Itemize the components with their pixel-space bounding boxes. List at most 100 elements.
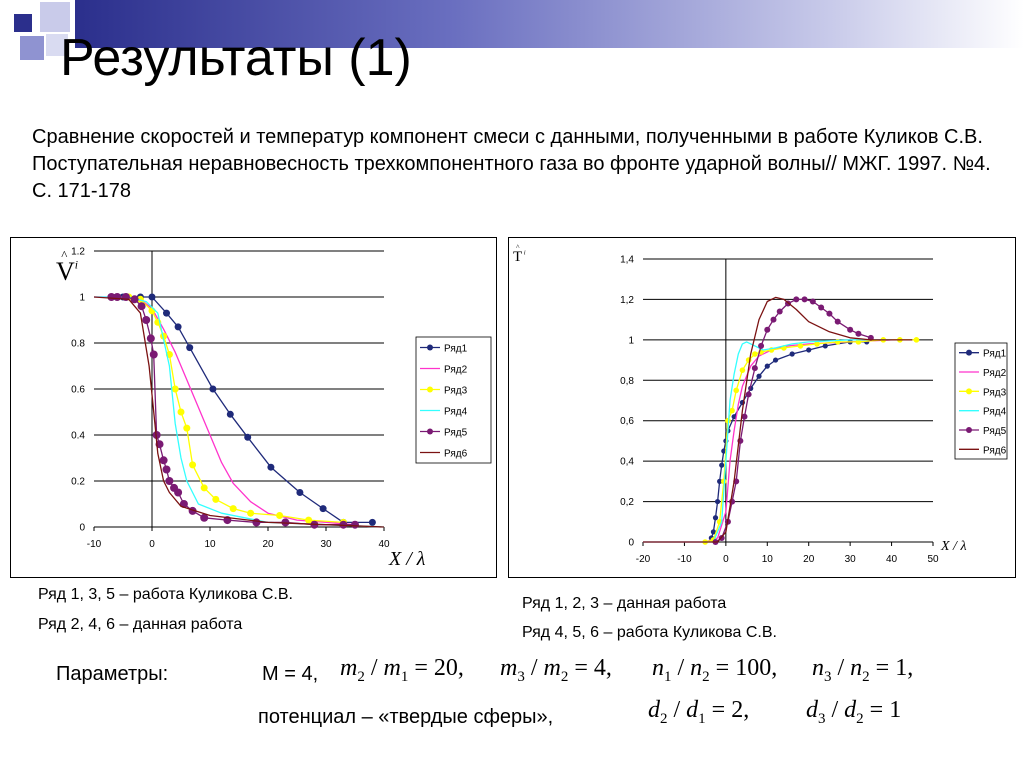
y-tick-label: 0,6 <box>620 416 634 427</box>
data-point <box>200 484 208 492</box>
x-tick-label: 50 <box>927 554 939 565</box>
data-point <box>177 408 185 416</box>
left-note-2: Ряд 2, 4, 6 – данная работа <box>38 616 243 633</box>
legend-label: Ряд1 <box>983 349 1007 360</box>
slide-subtitle: Сравнение скоростей и температур компоне… <box>32 126 991 202</box>
decor-square-light <box>40 2 70 32</box>
data-point <box>107 293 116 301</box>
data-point <box>733 387 740 394</box>
legend-box <box>954 342 1008 460</box>
data-point <box>267 463 275 471</box>
data-point <box>758 342 765 349</box>
y-tick-label: 0,2 <box>620 497 634 508</box>
velocity-chart: 00.20.40.60.811.2-10 0 10 20 30 40Ряд1Ряд2Ряд… <box>56 247 492 570</box>
formula-m2-m1: m2 / m1 = 20, <box>340 655 464 685</box>
data-point <box>189 461 197 469</box>
series-line-4 <box>94 296 385 528</box>
y-tick-label: 0,8 <box>620 376 634 387</box>
legend-marker <box>427 428 433 435</box>
data-point <box>714 498 721 505</box>
data-point <box>710 529 717 535</box>
data-point <box>712 515 719 521</box>
data-point <box>305 516 313 524</box>
params-label: Параметры: <box>56 663 169 685</box>
data-point <box>764 363 770 369</box>
data-point <box>159 456 168 465</box>
data-point <box>212 495 220 503</box>
y-axis-label-superscript: i <box>75 258 78 271</box>
formula-d3-d2: d3 / d2 = 1 <box>806 697 902 727</box>
series-line-2 <box>94 296 356 526</box>
data-point <box>244 433 252 441</box>
legend-marker <box>966 388 972 395</box>
series-line-4 <box>643 339 892 543</box>
x-tick-label: 10 <box>762 554 774 565</box>
y-tick-label: 0.2 <box>71 477 85 488</box>
data-point <box>717 478 723 484</box>
data-point <box>162 465 171 474</box>
formula-n1-n2: n1 / n2 = 100, <box>652 655 778 685</box>
y-tick-label: 1,4 <box>620 255 634 266</box>
data-point <box>806 347 812 353</box>
x-tick-label: 40 <box>886 554 898 565</box>
legend-label: Ряд3 <box>444 386 468 397</box>
potential-text: потенциал – «твердые сферы», <box>258 706 554 728</box>
data-point <box>756 373 762 379</box>
y-tick-label: 0.6 <box>71 385 85 396</box>
data-point <box>789 351 795 357</box>
data-point <box>739 367 746 373</box>
legend-marker <box>966 349 972 356</box>
series-line-5 <box>111 296 355 526</box>
legend-box <box>415 336 492 464</box>
slide-title: Результаты (1) <box>60 29 412 87</box>
x-tick-label: 0 <box>149 539 155 550</box>
data-point <box>186 344 194 352</box>
data-point <box>855 330 862 337</box>
data-point <box>764 326 771 333</box>
series-line-6 <box>93 296 385 528</box>
y-tick-label: 0 <box>79 523 85 534</box>
series-line-1 <box>111 296 373 524</box>
data-point <box>368 518 376 526</box>
velocity-chart-panel: 0 0.2 0.4 0.6 0.8 1 1.2 -10 0 10 20 30 40 Ряд1 Ряд2 Ряд… <box>10 237 497 578</box>
data-point <box>776 308 783 315</box>
data-point <box>137 302 146 311</box>
data-point <box>146 334 155 343</box>
left-note-1: Ряд 1, 3, 5 – работа Куликова С.В. <box>38 586 293 603</box>
data-point <box>745 391 752 398</box>
y-tick-label: 1.2 <box>71 247 85 258</box>
legend-label: Ряд6 <box>983 445 1007 456</box>
data-point <box>913 337 920 343</box>
y-axis-label-hat: ^ <box>61 248 67 263</box>
series-line-3 <box>704 339 917 543</box>
y-tick-label: 0,4 <box>620 457 634 468</box>
data-point <box>247 509 255 517</box>
data-point <box>834 318 841 325</box>
data-point <box>319 505 327 513</box>
x-tick-label: 30 <box>320 539 332 550</box>
y-tick-label: 0.8 <box>71 339 85 350</box>
decor-square-mid <box>20 36 44 60</box>
data-point <box>770 316 777 323</box>
x-tick-label: -10 <box>677 554 692 565</box>
right-note-1: Ряд 1, 2, 3 – данная работа <box>522 595 727 612</box>
data-point <box>729 407 735 414</box>
data-point <box>252 518 261 527</box>
y-axis-label-superscript: i <box>524 249 526 256</box>
data-point <box>229 505 237 513</box>
legend-label: Ряд2 <box>983 368 1007 379</box>
decor-square-light2 <box>46 34 68 56</box>
x-tick-label: -10 <box>87 539 102 550</box>
data-point <box>281 518 290 527</box>
legend-marker <box>966 427 972 433</box>
decor-square-dark <box>14 14 32 32</box>
data-point <box>721 448 727 454</box>
x-axis-label: X / λ <box>940 539 967 554</box>
data-point <box>171 385 179 393</box>
data-point <box>163 309 170 317</box>
data-point <box>741 413 748 420</box>
formula-m3-m2: m3 / m2 = 4, <box>500 655 612 685</box>
x-axis-label: X / λ <box>388 548 426 570</box>
data-point <box>801 296 808 303</box>
data-point <box>822 343 828 349</box>
